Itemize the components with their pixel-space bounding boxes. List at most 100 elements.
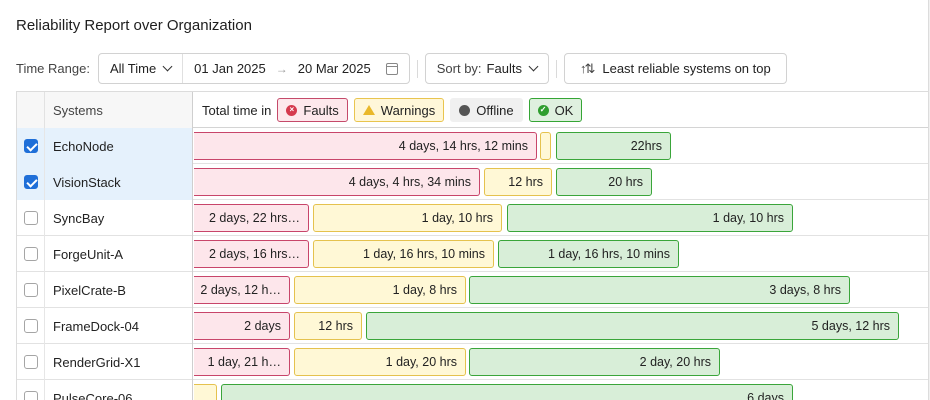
arrow-right-icon: → — [275, 61, 288, 76]
row-checkbox-cell — [17, 272, 45, 308]
warnings-bar[interactable]: 12 hrs — [484, 168, 552, 196]
legend-offline-label: Offline — [476, 102, 514, 118]
ok-bar[interactable]: 5 days, 12 hrs — [366, 312, 899, 340]
row-checkbox-cell — [17, 200, 45, 236]
row-checkbox[interactable] — [23, 391, 38, 400]
header-checkbox-cell — [17, 92, 45, 128]
reliability-bars: 4 days, 14 hrs, 12 mins 22hrs — [194, 128, 928, 164]
legend-warnings[interactable]: Warnings — [353, 98, 445, 122]
reliability-bars: 6 days — [194, 380, 928, 400]
table-row[interactable]: PulseCore-06 6 days — [17, 380, 928, 400]
fault-icon: × — [286, 104, 298, 116]
table-row[interactable]: ForgeUnit-A 2 days, 16 hrs… 1 day, 16 hr… — [17, 236, 928, 272]
faults-bar[interactable]: 1 day, 21 h… — [194, 348, 290, 376]
reliability-bars: 2 days 12 hrs 5 days, 12 hrs — [194, 308, 928, 344]
faults-bar[interactable]: 4 days, 4 hrs, 34 mins — [194, 168, 480, 196]
least-reliable-toggle-button[interactable]: ↑⇅ Least reliable systems on top — [563, 53, 787, 84]
system-name: PixelCrate-B — [45, 272, 193, 308]
row-checkbox-cell — [17, 236, 45, 272]
legend-warnings-label: Warnings — [380, 102, 436, 118]
table-row[interactable]: SyncBay 2 days, 22 hrs… 1 day, 10 hrs 1 … — [17, 200, 928, 236]
legend-faults[interactable]: × Faults — [277, 98, 348, 122]
legend-ok[interactable]: ✓ OK — [528, 98, 583, 122]
ok-bar[interactable]: 6 days — [221, 384, 793, 400]
system-name: ForgeUnit-A — [45, 236, 193, 272]
row-checkbox-cell — [17, 344, 45, 380]
warnings-bar[interactable]: 1 day, 8 hrs — [294, 276, 466, 304]
row-checkbox[interactable] — [23, 319, 38, 333]
time-range-picker: All Time 01 Jan 2025 → 20 Mar 2025 — [97, 53, 410, 84]
faults-bar[interactable]: 2 days — [194, 312, 290, 340]
row-checkbox[interactable] — [23, 139, 38, 153]
reliability-bars: 4 days, 4 hrs, 34 mins 12 hrs 20 hrs — [194, 164, 928, 200]
toolbar-divider — [416, 59, 418, 78]
row-checkbox[interactable] — [23, 283, 38, 297]
system-name: SyncBay — [45, 200, 193, 236]
calendar-icon[interactable] — [385, 62, 398, 75]
ok-bar[interactable]: 20 hrs — [556, 168, 652, 196]
reliability-bars: 2 days, 22 hrs… 1 day, 10 hrs 1 day, 10 … — [194, 200, 928, 236]
offline-icon — [459, 104, 471, 116]
warnings-bar[interactable]: 12 hrs — [294, 312, 362, 340]
faults-bar[interactable]: 2 days, 22 hrs… — [194, 204, 309, 232]
row-checkbox[interactable] — [23, 211, 38, 225]
row-checkbox-cell — [17, 380, 45, 400]
time-range-value: All Time — [109, 61, 157, 76]
end-date: 20 Mar 2025 — [297, 61, 371, 76]
reliability-bars: 1 day, 21 h… 1 day, 20 hrs 2 day, 20 hrs — [194, 344, 928, 380]
sort-order-icon: ↑⇅ — [579, 60, 595, 76]
table-row[interactable]: VisionStack 4 days, 4 hrs, 34 mins 12 hr… — [17, 164, 928, 200]
check-icon: ✓ — [537, 104, 549, 116]
row-checkbox[interactable] — [23, 175, 38, 189]
warnings-bar[interactable] — [540, 132, 551, 160]
faults-bar[interactable]: 2 days, 12 h… — [194, 276, 290, 304]
date-range-field[interactable]: 01 Jan 2025 → 20 Mar 2025 — [182, 54, 409, 83]
ok-bar[interactable]: 22hrs — [556, 132, 671, 160]
least-reliable-label: Least reliable systems on top — [602, 61, 771, 76]
chevron-down-icon — [528, 61, 539, 72]
table-row[interactable]: PixelCrate-B 2 days, 12 h… 1 day, 8 hrs … — [17, 272, 928, 308]
system-name: EchoNode — [45, 128, 193, 164]
sort-dropdown[interactable]: Sort by: Faults — [424, 53, 549, 84]
toolbar-divider — [555, 59, 557, 78]
ok-bar[interactable]: 1 day, 10 hrs — [507, 204, 793, 232]
ok-bar[interactable]: 3 days, 8 hrs — [469, 276, 850, 304]
warnings-bar[interactable]: 1 day, 10 hrs — [313, 204, 502, 232]
reliability-table: Systems Total time in × Faults Warnings … — [16, 91, 928, 400]
row-checkbox-cell — [17, 308, 45, 344]
system-name: RenderGrid-X1 — [45, 344, 193, 380]
legend-faults-label: Faults — [303, 102, 339, 118]
status-legend: Total time in × Faults Warnings Offline … — [202, 97, 583, 123]
start-date: 01 Jan 2025 — [194, 61, 266, 76]
systems-column-header[interactable]: Systems — [45, 92, 193, 128]
warnings-bar[interactable] — [194, 384, 217, 400]
faults-bar[interactable]: 4 days, 14 hrs, 12 mins — [194, 132, 537, 160]
row-checkbox-cell — [17, 128, 45, 164]
ok-bar[interactable]: 2 day, 20 hrs — [469, 348, 720, 376]
warnings-bar[interactable]: 1 day, 20 hrs — [294, 348, 466, 376]
chevron-down-icon — [162, 61, 173, 72]
table-header: Systems Total time in × Faults Warnings … — [17, 92, 928, 128]
warnings-bar[interactable]: 1 day, 16 hrs, 10 mins — [313, 240, 494, 268]
time-range-label: Time Range: — [16, 61, 90, 76]
toolbar: Time Range: All Time 01 Jan 2025 → 20 Ma… — [16, 53, 787, 84]
table-row[interactable]: EchoNode 4 days, 14 hrs, 12 mins 22hrs — [17, 128, 928, 164]
time-range-dropdown[interactable]: All Time — [99, 54, 182, 83]
table-row[interactable]: RenderGrid-X1 1 day, 21 h… 1 day, 20 hrs… — [17, 344, 928, 380]
row-checkbox[interactable] — [23, 355, 38, 369]
faults-bar[interactable]: 2 days, 16 hrs… — [194, 240, 309, 268]
sort-label: Sort by: — [436, 61, 482, 76]
legend-offline[interactable]: Offline — [450, 98, 523, 122]
system-name: VisionStack — [45, 164, 193, 200]
page-title: Reliability Report over Organization — [16, 17, 252, 34]
row-checkbox[interactable] — [23, 247, 38, 261]
reliability-bars: 2 days, 16 hrs… 1 day, 16 hrs, 10 mins 1… — [194, 236, 928, 272]
legend-ok-label: OK — [554, 102, 574, 118]
reliability-bars: 2 days, 12 h… 1 day, 8 hrs 3 days, 8 hrs — [194, 272, 928, 308]
system-name: FrameDock-04 — [45, 308, 193, 344]
ok-bar[interactable]: 1 day, 16 hrs, 10 mins — [498, 240, 679, 268]
table-row[interactable]: FrameDock-04 2 days 12 hrs 5 days, 12 hr… — [17, 308, 928, 344]
row-checkbox-cell — [17, 164, 45, 200]
sort-value: Faults — [486, 61, 522, 76]
